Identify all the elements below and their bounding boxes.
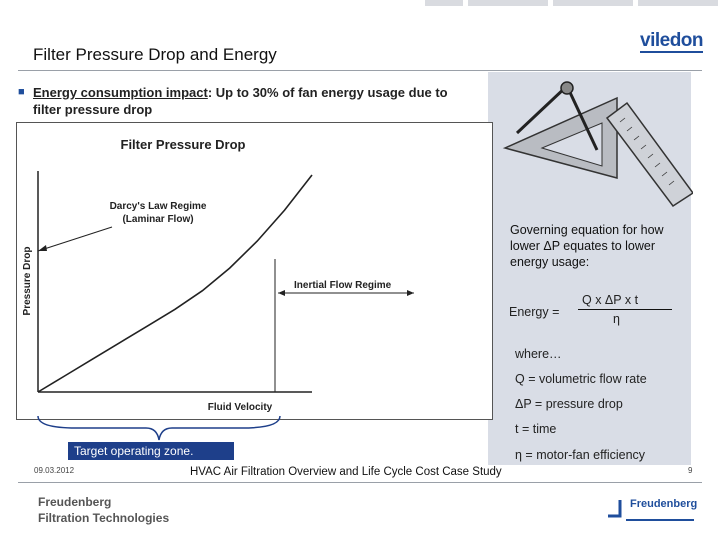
target-brace: [37, 415, 281, 441]
chart-title: Filter Pressure Drop: [121, 137, 246, 152]
equation-intro: Governing equation for how lower ΔP equa…: [510, 223, 664, 269]
bullet-rest: : Up to 30% of fan energy usage due to f…: [33, 85, 448, 117]
equation-numerator: Q x ΔP x t: [582, 293, 639, 307]
top-bar-4: [638, 0, 718, 6]
freudenberg-filtration-logo: Freudenberg Filtration Technologies: [38, 495, 170, 525]
drafting-tools-icon: [502, 81, 693, 208]
pressure-drop-curve: [37, 174, 313, 393]
darcy-arrow: [37, 226, 113, 252]
y-axis-label: Pressure Drop: [22, 247, 33, 316]
definition-q: Q = volumetric flow rate: [515, 372, 647, 386]
equation-denominator: η: [613, 312, 620, 326]
footer-date: 09.03.2012: [34, 466, 75, 475]
darcy-arrowhead: [38, 245, 47, 251]
page-number: 9: [688, 466, 693, 475]
where-label: where…: [515, 347, 562, 361]
definition-t: t = time: [515, 422, 557, 436]
x-axis-label: Fluid Velocity: [208, 402, 273, 413]
viledon-logo: viledon: [640, 30, 704, 53]
target-zone-callout: Target operating zone.: [68, 442, 234, 460]
chart-svg: Filter Pressure Drop Pressure Drop Fluid…: [22, 137, 313, 413]
top-bar-1: [425, 0, 463, 6]
bullet-square-icon: ■: [18, 86, 25, 98]
annotation-laminar: (Laminar Flow): [122, 214, 193, 225]
top-bar-2: [468, 0, 548, 6]
title-divider: [18, 70, 702, 71]
fraction-bar: [578, 309, 672, 310]
definition-eta: η = motor-fan efficiency: [515, 448, 646, 462]
annotation-darcy: Darcy's Law Regime: [110, 201, 207, 212]
bullet-lead: Energy consumption impact: [33, 85, 208, 100]
annotation-inertial-label: Inertial Flow Regime: [294, 280, 392, 291]
freudenberg-logo-icon: [608, 500, 694, 521]
equation-lhs: Energy =: [509, 305, 560, 319]
slide-title: Filter Pressure Drop and Energy: [33, 45, 277, 64]
inertial-arrow: [278, 290, 414, 296]
definition-dp: ΔP = pressure drop: [515, 397, 623, 411]
freudenberg-logo-text: Freudenberg: [630, 498, 698, 510]
pressure-drop-chart: [16, 122, 493, 420]
footer-divider: [18, 482, 702, 483]
footer-title: HVAC Air Filtration Overview and Life Cy…: [190, 466, 502, 478]
top-bar-3: [553, 0, 633, 6]
